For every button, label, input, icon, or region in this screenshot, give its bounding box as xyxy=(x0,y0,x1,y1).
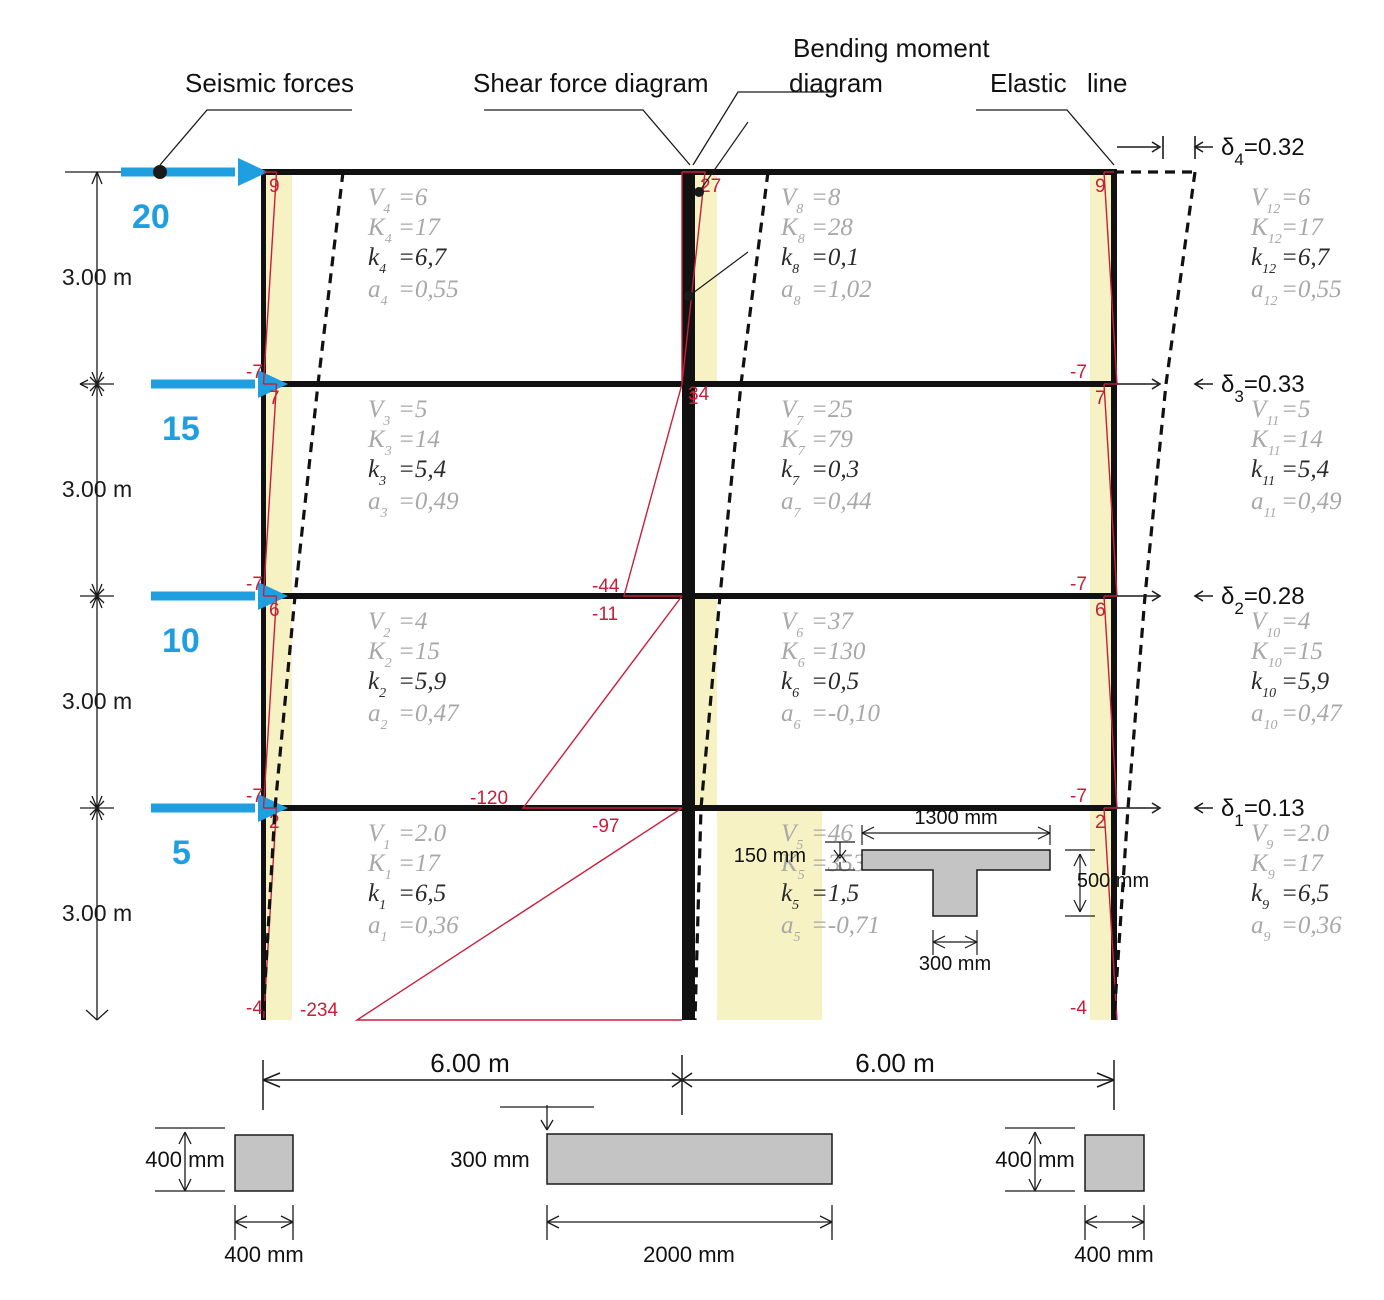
svg-text:-44: -44 xyxy=(592,576,620,597)
svg-text:V10=4: V10=4 xyxy=(1251,608,1310,641)
svg-text:a10=0,47: a10 =0,47 xyxy=(1251,700,1343,733)
svg-text:500 mm: 500 mm xyxy=(1077,870,1149,892)
svg-text:300 mm: 300 mm xyxy=(919,953,991,975)
svg-text:K6=130: K6 =130 xyxy=(780,638,866,671)
svg-text:7: 7 xyxy=(269,388,280,409)
svg-text:10: 10 xyxy=(162,622,200,660)
svg-text:6.00 m: 6.00 m xyxy=(855,1048,935,1078)
svg-text:a3=0,49: a3 =0,49 xyxy=(368,488,459,521)
svg-text:3.00 m: 3.00 m xyxy=(62,476,132,502)
svg-text:a4=0,55: a4 =0,55 xyxy=(368,276,459,309)
svg-text:-7: -7 xyxy=(1070,574,1087,595)
svg-text:15: 15 xyxy=(162,410,200,448)
svg-text:diagram: diagram xyxy=(789,68,883,98)
svg-text:6.00 m: 6.00 m xyxy=(430,1048,510,1078)
svg-text:9: 9 xyxy=(269,176,280,197)
svg-text:K4=17: K4 =17 xyxy=(367,214,441,247)
svg-text:20: 20 xyxy=(132,198,170,236)
svg-text:V6=37: V6 =37 xyxy=(781,608,854,641)
svg-text:K8=28: K8 =28 xyxy=(780,214,853,247)
svg-text:V4=6: V4 =6 xyxy=(368,184,428,217)
svg-text:Elastic: Elastic xyxy=(990,68,1067,98)
svg-text:k2=5,9: k2 =5,9 xyxy=(368,668,447,701)
svg-text:-11: -11 xyxy=(592,604,618,625)
svg-text:300 mm: 300 mm xyxy=(450,1147,529,1172)
svg-text:K10=15: K10=15 xyxy=(1250,638,1323,671)
svg-text:V3=5: V3 =5 xyxy=(368,396,427,429)
svg-text:a9=0,36: a9 =0,36 xyxy=(1251,912,1342,945)
svg-text:a12=0,55: a12 =0,55 xyxy=(1251,276,1342,309)
svg-text:K9=17: K9 =17 xyxy=(1250,850,1324,883)
svg-text:K7=79: K7 =79 xyxy=(780,426,853,459)
svg-text:3.00 m: 3.00 m xyxy=(62,688,132,714)
svg-text:-7: -7 xyxy=(246,574,263,595)
svg-text:a1=0,36: a1 =0,36 xyxy=(368,912,459,945)
svg-text:k7=0,3: k7 =0,3 xyxy=(781,456,859,489)
svg-text:V12=6: V12=6 xyxy=(1251,184,1311,217)
svg-text:-7: -7 xyxy=(1070,362,1087,383)
svg-text:2: 2 xyxy=(1095,812,1106,833)
svg-text:δ4=0.32: δ4=0.32 xyxy=(1221,134,1305,169)
svg-text:400 mm: 400 mm xyxy=(1074,1242,1153,1267)
svg-text:400 mm: 400 mm xyxy=(995,1147,1074,1172)
svg-text:-7: -7 xyxy=(246,362,263,383)
svg-text:k6=0,5: k6 =0,5 xyxy=(781,668,859,701)
svg-text:400 mm: 400 mm xyxy=(145,1147,224,1172)
svg-text:5: 5 xyxy=(172,834,191,872)
svg-text:1: 1 xyxy=(688,388,699,409)
svg-text:k4=6,7: k4 =6,7 xyxy=(368,244,448,277)
svg-text:K2=15: K2 =15 xyxy=(367,638,440,671)
svg-text:3.00 m: 3.00 m xyxy=(62,900,132,926)
svg-text:k8=0,1: k8 =0,1 xyxy=(781,244,859,277)
svg-text:K1=17: K1 =17 xyxy=(367,850,441,883)
svg-text:a11=0,49: a11 =0,49 xyxy=(1251,488,1342,521)
svg-text:a6=-0,10: a6 =-0,10 xyxy=(781,700,880,733)
svg-text:K12=17: K12=17 xyxy=(1250,214,1324,247)
svg-text:k11=5,4: k11 =5,4 xyxy=(1251,456,1329,489)
svg-text:-4: -4 xyxy=(1070,998,1087,1019)
svg-text:6: 6 xyxy=(1095,600,1106,621)
svg-text:V7=25: V7 =25 xyxy=(781,396,853,429)
svg-text:V11=5: V11=5 xyxy=(1251,396,1310,429)
svg-text:Seismic forces: Seismic forces xyxy=(185,68,354,98)
svg-text:2000 mm: 2000 mm xyxy=(643,1242,735,1267)
svg-text:Bending moment: Bending moment xyxy=(793,33,990,63)
svg-text:V8=8: V8 =8 xyxy=(781,184,841,217)
svg-text:K11=14: K11=14 xyxy=(1250,426,1323,459)
svg-text:150 mm: 150 mm xyxy=(734,845,806,867)
svg-text:-97: -97 xyxy=(592,816,619,837)
svg-text:K3=14: K3 =14 xyxy=(367,426,440,459)
svg-text:line: line xyxy=(1087,68,1127,98)
svg-text:9: 9 xyxy=(1095,176,1106,197)
svg-text:V2=4: V2 =4 xyxy=(368,608,427,641)
svg-text:V9=2.0: V9 =2.0 xyxy=(1251,820,1330,853)
svg-text:k10=5,9: k10 =5,9 xyxy=(1251,668,1330,701)
svg-text:V1=2.0: V1 =2.0 xyxy=(368,820,447,853)
svg-text:-7: -7 xyxy=(246,786,263,807)
svg-text:k1=6,5: k1 =6,5 xyxy=(368,880,446,913)
svg-text:-120: -120 xyxy=(470,788,508,809)
svg-text:400 mm: 400 mm xyxy=(224,1242,303,1267)
svg-text:k12=6,7: k12 =6,7 xyxy=(1251,244,1331,277)
svg-text:7: 7 xyxy=(1095,388,1106,409)
svg-text:-234: -234 xyxy=(300,1000,338,1021)
svg-text:k9=6,5: k9 =6,5 xyxy=(1251,880,1329,913)
svg-text:Shear force diagram: Shear force diagram xyxy=(473,68,709,98)
svg-text:a2=0,47: a2 =0,47 xyxy=(368,700,460,733)
svg-text:-4: -4 xyxy=(246,998,263,1019)
svg-text:-7: -7 xyxy=(1070,786,1087,807)
svg-text:k3=5,4: k3 =5,4 xyxy=(368,456,446,489)
svg-text:6: 6 xyxy=(269,600,280,621)
svg-text:a8=1,02: a8 =1,02 xyxy=(781,276,872,309)
svg-text:3.00 m: 3.00 m xyxy=(62,264,132,290)
svg-text:a7=0,44: a7 =0,44 xyxy=(781,488,872,521)
svg-text:1300 mm: 1300 mm xyxy=(914,807,997,829)
